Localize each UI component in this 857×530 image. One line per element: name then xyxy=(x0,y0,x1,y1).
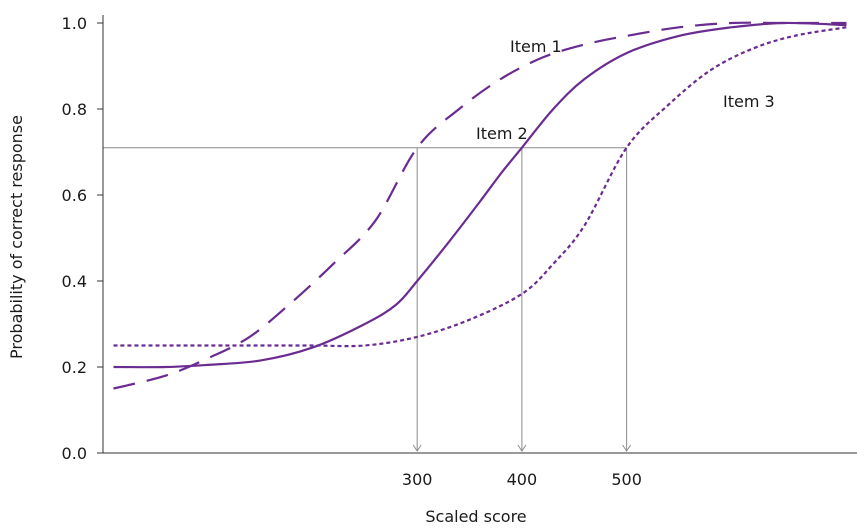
y-axis-title: Probability of correct response xyxy=(7,115,26,359)
series-lines xyxy=(113,21,847,390)
series-line-item-1 xyxy=(113,21,847,390)
x-tick-label: 500 xyxy=(611,470,642,489)
y-tick-label: 0.6 xyxy=(62,186,87,205)
series-label-item-3: Item 3 xyxy=(723,92,775,111)
y-axis-ticks: 0.0 0.2 0.4 0.6 0.8 1.0 xyxy=(62,14,103,463)
series-line-item-2 xyxy=(113,21,847,369)
series-label-item-2: Item 2 xyxy=(476,124,528,143)
series-line-item-3 xyxy=(113,26,847,348)
series-label-item-1: Item 1 xyxy=(510,37,562,56)
y-tick-label: 1.0 xyxy=(62,14,87,33)
reference-arrow xyxy=(412,444,422,452)
x-axis-title: Scaled score xyxy=(425,507,526,526)
y-tick-label: 0.0 xyxy=(62,444,87,463)
reference-lines xyxy=(103,147,632,452)
y-tick-label: 0.8 xyxy=(62,100,87,119)
x-tick-label: 400 xyxy=(507,470,538,489)
reference-arrow xyxy=(622,444,632,452)
x-axis-ticks: 300 400 500 xyxy=(402,470,642,489)
y-tick-label: 0.2 xyxy=(62,358,87,377)
x-tick-label: 300 xyxy=(402,470,433,489)
reference-arrow xyxy=(517,444,527,452)
axes xyxy=(102,15,857,454)
y-tick-label: 0.4 xyxy=(62,272,87,291)
